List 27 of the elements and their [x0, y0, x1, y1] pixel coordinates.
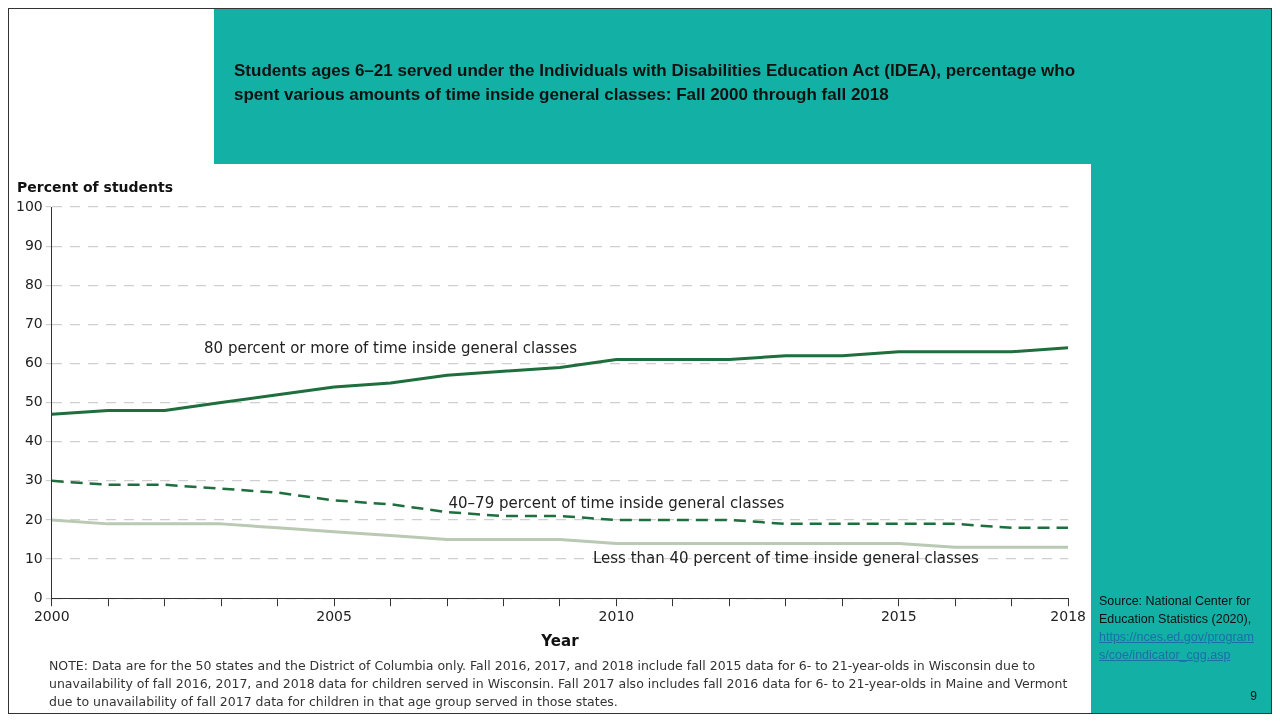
series-label: 80 percent or more of time inside general classes [204, 338, 578, 357]
y-axis-title: Percent of students [17, 178, 174, 195]
y-tick-label: 90 [24, 236, 43, 253]
y-tick-label: 50 [24, 393, 43, 410]
y-tick-label: 100 [15, 197, 43, 214]
x-tick-label: 2000 [33, 608, 70, 625]
x-tick-label: 2018 [1050, 608, 1087, 625]
text: NOTE: Data are for the 50 states and the District of Columbia only. Fall 2016, 2017, and 2018 include fall 2015 data for 6- to 21-year-olds in Wisconsin due to unavailability of fall 2016, 2017, and 2018 data for children served in Wisconsin. Fall 2017 also includes fall 2016 data for 6- to 21-year-olds in Maine and Vermont due to unavailability of fall 2017 data for children in that age group served in those states. [49, 657, 1069, 711]
y-tick-label: 20 [24, 510, 43, 527]
text: 9 [1250, 689, 1257, 703]
x-axis-title: Year [540, 631, 580, 650]
y-tick-label: 60 [24, 354, 43, 371]
y-tick-label: 30 [24, 471, 43, 488]
y-tick-label: 0 [33, 588, 43, 605]
source-note: Source: National Center for Education Statistics (2020), [1099, 593, 1253, 628]
x-tick-label: 2005 [316, 608, 352, 625]
text: https://nces.ed.gov/programs/coe/indicator_cgg.asp [1099, 629, 1255, 664]
x-tick-label: 2015 [880, 608, 917, 625]
line-series [51, 479, 1069, 530]
y-tick-label: 40 [24, 432, 43, 449]
chart-title: Students ages 6–21 served under the Individuals with Disabilities Education Act (IDEA), percentage who spent various amounts of time inside general classes: Fall 2000 through fall 2018 [234, 60, 1077, 106]
y-tick-label: 10 [24, 549, 43, 566]
y-tick-label: 70 [24, 315, 43, 331]
x-tick-label: 2010 [598, 608, 635, 625]
y-tick-label: 80 [24, 275, 43, 292]
series-label: 40–79 percent of time inside general classes [448, 493, 785, 512]
series-label: Less than 40 percent of time inside general classes [592, 549, 979, 568]
